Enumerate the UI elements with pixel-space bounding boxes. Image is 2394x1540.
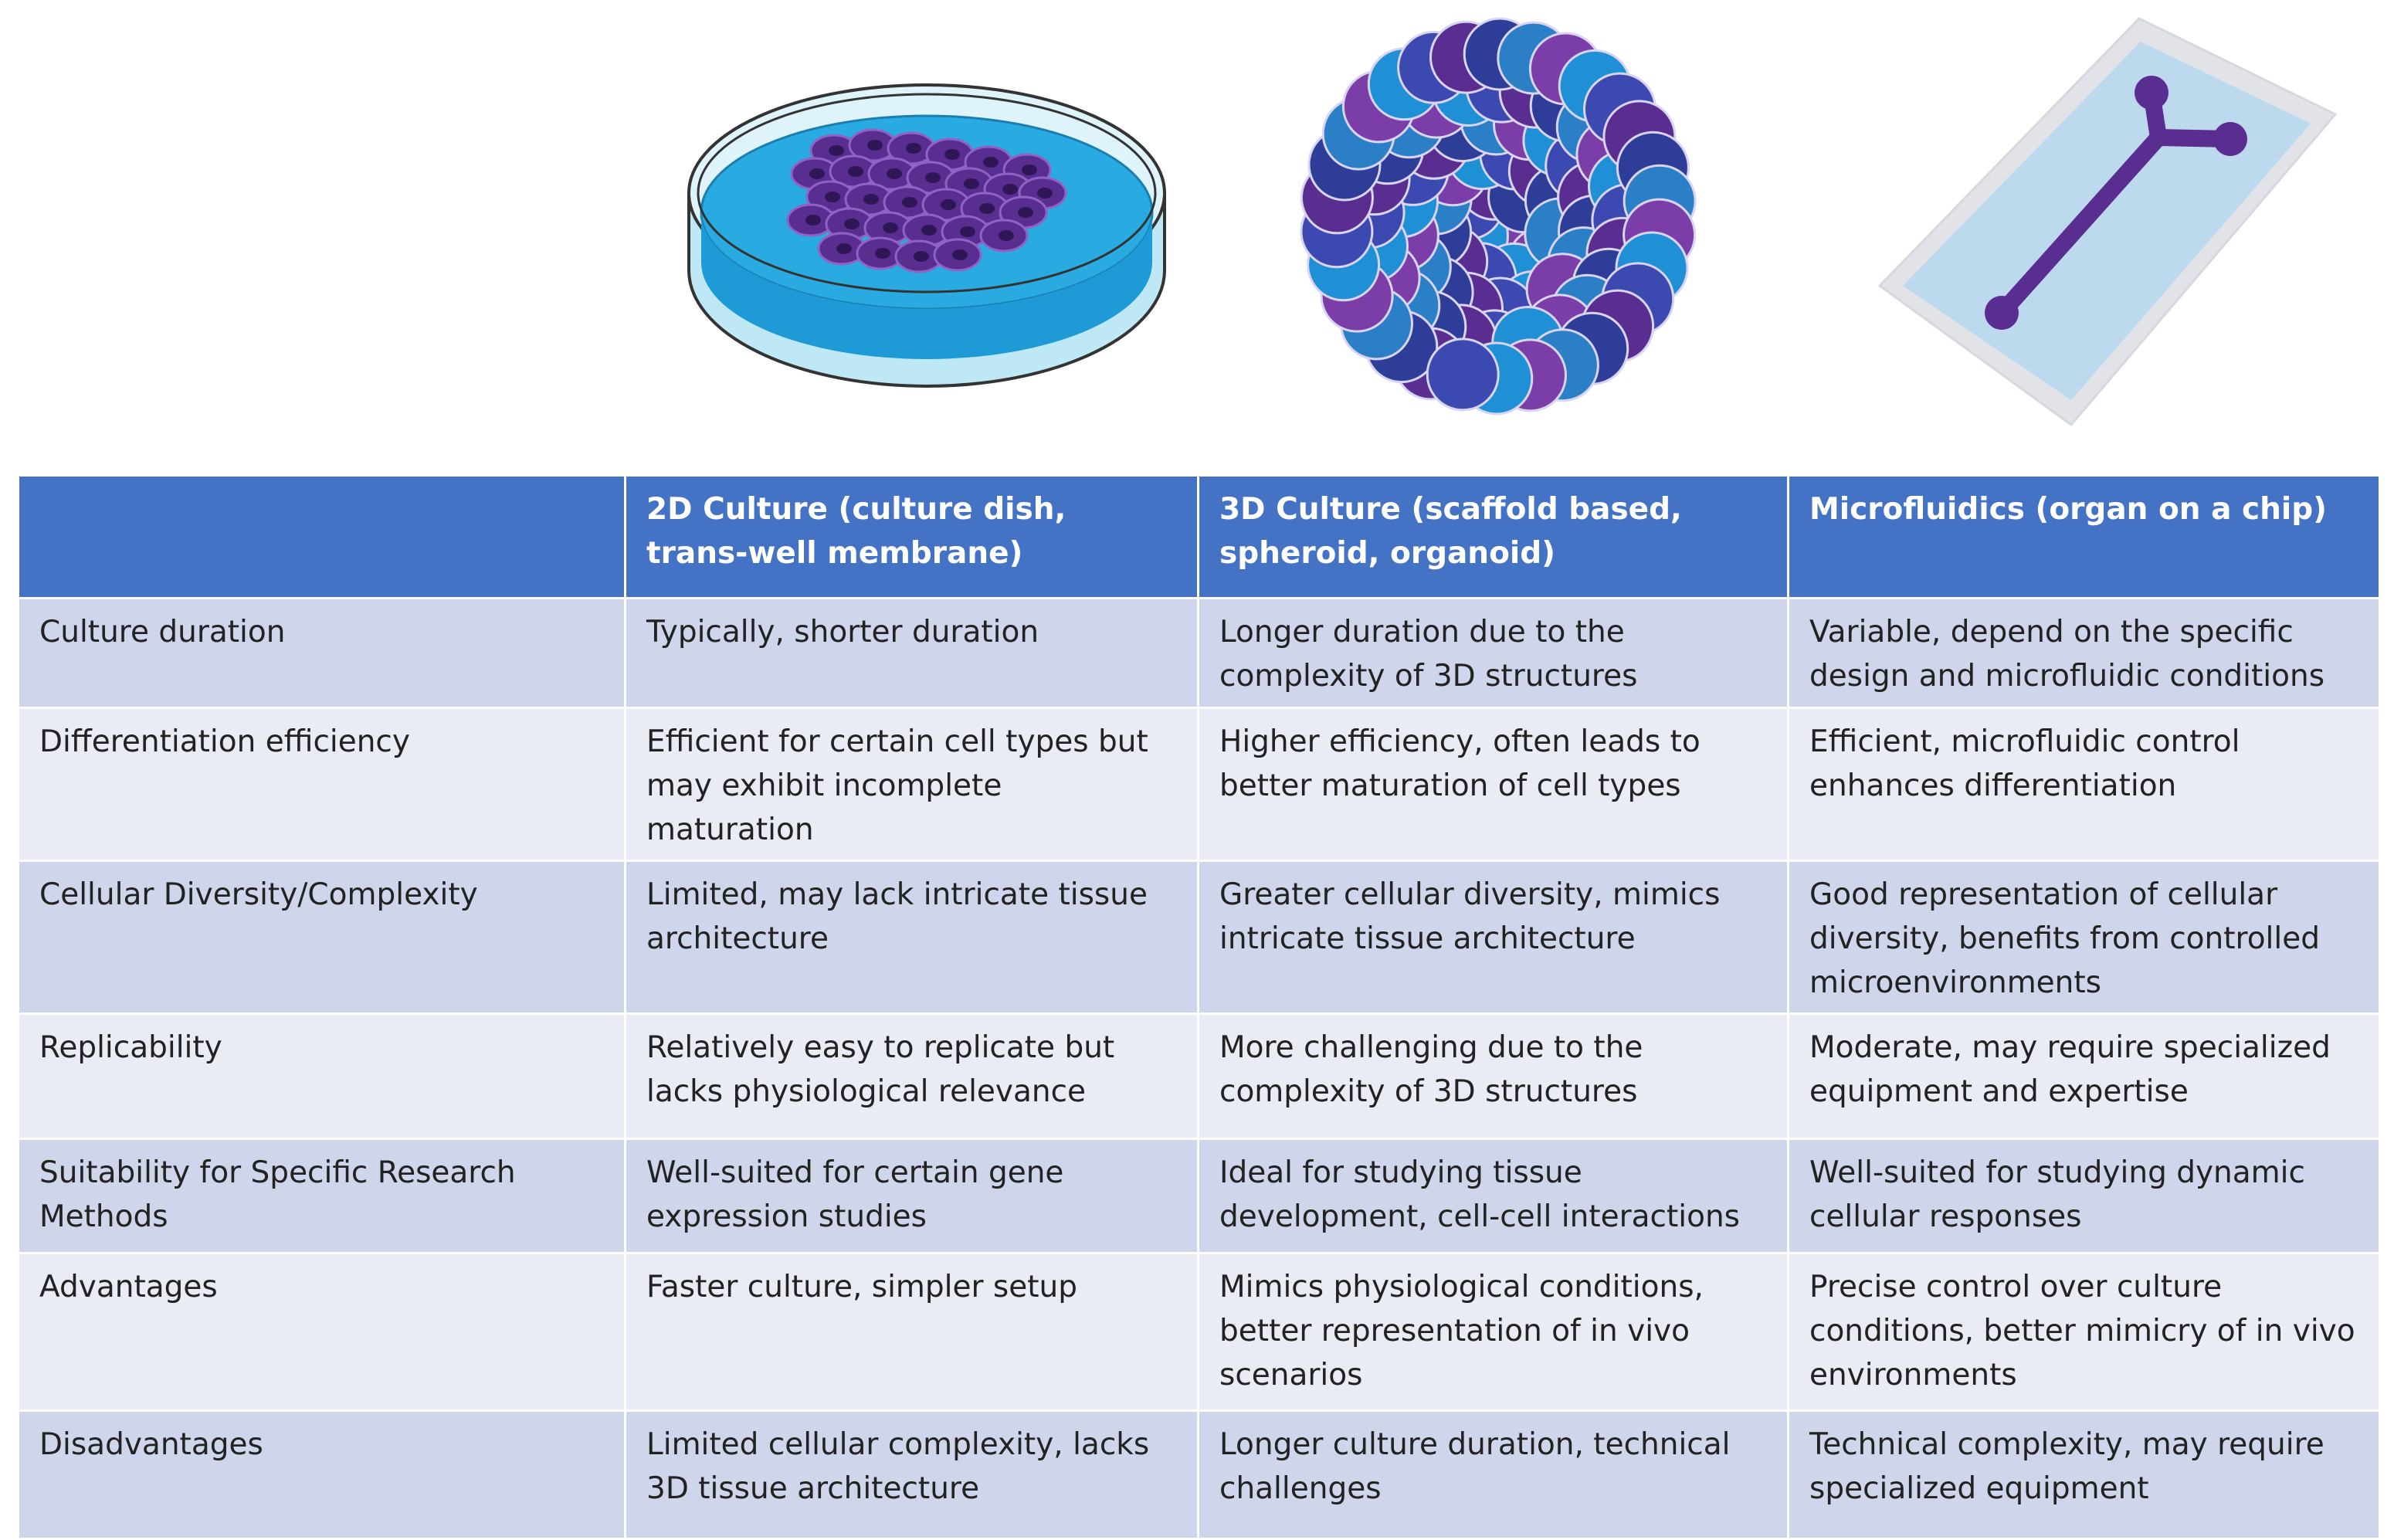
table-cell: Variable, depend on the specific design … [1787,597,2381,709]
table-cell: Good representation of cellular diversit… [1787,860,2381,1015]
comparison-table: 2D Culture (culture dish, trans-well mem… [17,474,2381,1540]
table-cell: Relatively easy to replicate but lacks p… [624,1013,1199,1140]
table-row: Disadvantages Limited cellular complexity… [17,1409,2381,1540]
header-2d-culture: 2D Culture (culture dish, trans-well mem… [624,474,1199,599]
table-cell: Greater cellular diversity, mimics intri… [1197,860,1789,1015]
table-cell: Well-suited for studying dynamic cellula… [1787,1138,2381,1254]
table-cell: Well-suited for certain gene expression … [624,1138,1199,1254]
table-cell: Efficient for certain cell types but may… [624,707,1199,862]
table-cell: Higher efficiency, often leads to better… [1197,707,1789,862]
table-cell: Mimics physiological conditions, better … [1197,1252,1789,1412]
table-cell: Ideal for studying tissue development, c… [1197,1138,1789,1254]
row-label: Differentiation efficiency [17,707,626,862]
header-microfluidics: Microfluidics (organ on a chip) [1787,474,2381,599]
table-cell: Faster culture, simpler setup [624,1252,1199,1412]
table-cell: Typically, shorter duration [624,597,1199,709]
row-label: Advantages [17,1252,626,1412]
table-cell: Technical complexity, may require specia… [1787,1409,2381,1540]
table-cell: Efficient, microfluidic control enhances… [1787,707,2381,862]
header-3d-culture: 3D Culture (scaffold based, spheroid, or… [1197,474,1789,599]
table-cell: Longer culture duration, technical chall… [1197,1409,1789,1540]
table-row: Replicability Relatively easy to replicat… [17,1013,2381,1140]
table-cell: Longer duration due to the complexity of… [1197,597,1789,709]
table-row: Suitability for Specific Research Method… [17,1138,2381,1254]
row-label: Culture duration [17,597,626,709]
table-cell: Precise control over culture conditions,… [1787,1252,2381,1412]
table-cell: Moderate, may require specialized equipm… [1787,1013,2381,1140]
culture-dish-icon [687,83,1166,388]
spheroid-icon [1300,17,1697,416]
header-corner [17,474,626,599]
illustrations-band [0,0,2394,471]
table-row: Culture duration Typically, shorter durat… [17,597,2381,709]
table-cell: Limited, may lack intricate tissue archi… [624,860,1199,1015]
table-row: Differentiation efficiency Efficient for … [17,707,2381,862]
organ-chip-icon [1877,17,2338,427]
row-label: Suitability for Specific Research Method… [17,1138,626,1254]
row-label: Cellular Diversity/Complexity [17,860,626,1015]
table-cell: More challenging due to the complexity o… [1197,1013,1789,1140]
table-row: Advantages Faster culture, simpler setup M… [17,1252,2381,1412]
table-cell: Limited cellular complexity, lacks 3D ti… [624,1409,1199,1540]
header-row: 2D Culture (culture dish, trans-well mem… [17,474,2381,599]
row-label: Replicability [17,1013,626,1140]
table-row: Cellular Diversity/Complexity Limited, ma… [17,860,2381,1015]
row-label: Disadvantages [17,1409,626,1540]
